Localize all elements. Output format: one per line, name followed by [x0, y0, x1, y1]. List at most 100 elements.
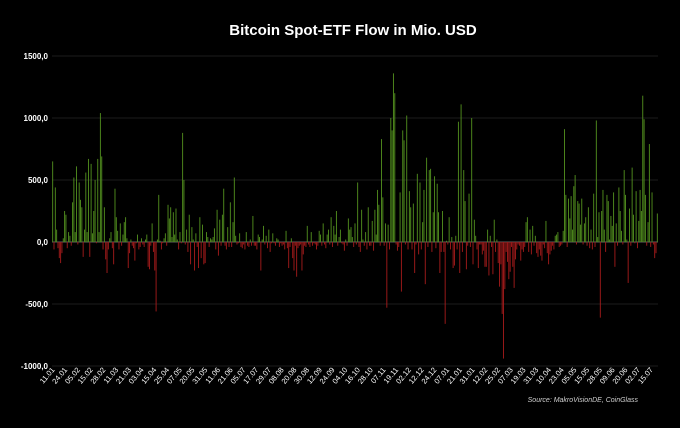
bar: [326, 234, 328, 242]
bar: [541, 242, 543, 261]
bar: [408, 191, 410, 242]
bar: [99, 113, 101, 242]
bar: [62, 238, 64, 242]
bar: [357, 182, 359, 242]
bar: [503, 242, 504, 359]
bar: [188, 214, 190, 242]
bar: [601, 211, 603, 242]
bar: [170, 207, 172, 242]
bar: [211, 239, 213, 242]
bar: [198, 242, 199, 269]
bar: [495, 242, 497, 252]
bar: [219, 219, 221, 242]
bar: [650, 242, 652, 247]
bar: [524, 242, 526, 247]
bar: [514, 242, 516, 260]
bar: [424, 242, 426, 285]
bar: [440, 242, 442, 252]
bar: [150, 242, 152, 246]
bar: [479, 242, 481, 245]
bar: [354, 223, 356, 242]
bar: [298, 242, 300, 246]
bar: [322, 223, 324, 242]
bar: [143, 242, 145, 247]
bar: [590, 229, 592, 242]
bar: [350, 227, 352, 242]
bar: [328, 229, 329, 242]
bar: [273, 242, 275, 244]
bar: [267, 242, 268, 249]
bar: [542, 242, 544, 245]
bar: [61, 242, 63, 254]
bar: [403, 140, 405, 242]
bar: [540, 242, 542, 256]
bar: [203, 242, 205, 265]
bar: [313, 242, 315, 244]
bar: [448, 217, 450, 242]
bar: [564, 129, 565, 242]
bar: [365, 232, 367, 242]
y-tick-label: -500,0: [25, 300, 48, 309]
bar: [93, 211, 95, 242]
bar: [603, 229, 605, 242]
bar: [583, 223, 585, 242]
bar: [392, 73, 394, 242]
bar: [599, 242, 601, 318]
bar: [418, 242, 420, 255]
bar: [247, 242, 249, 246]
bar: [444, 242, 446, 324]
bar: [501, 242, 503, 314]
bar: [395, 242, 397, 245]
bar: [125, 217, 127, 242]
bar: [537, 242, 539, 257]
bar: [609, 239, 611, 242]
bar: [632, 214, 634, 242]
bar: [453, 242, 455, 266]
bar: [133, 242, 135, 249]
bar: [304, 242, 306, 246]
bar: [80, 199, 81, 242]
bar: [182, 132, 184, 242]
bar: [472, 242, 474, 265]
bar: [345, 239, 347, 242]
bar: [423, 189, 425, 242]
bar: [64, 211, 66, 242]
bar: [363, 242, 365, 246]
bar: [497, 242, 499, 264]
bar: [587, 207, 589, 242]
bar: [469, 242, 471, 247]
bar: [450, 242, 451, 250]
bar: [225, 242, 227, 250]
bar: [264, 242, 266, 245]
bar: [244, 242, 246, 250]
bar: [477, 242, 479, 269]
bar: [126, 238, 128, 242]
bar: [180, 242, 182, 244]
bar: [286, 242, 288, 249]
bar: [406, 115, 408, 242]
bar: [534, 235, 536, 242]
bar: [443, 242, 445, 252]
bar: [192, 239, 194, 242]
bar: [310, 232, 312, 242]
bar: [259, 237, 260, 242]
bar: [215, 242, 217, 250]
bar: [252, 215, 254, 242]
bar: [151, 223, 153, 242]
bar: [91, 233, 93, 242]
bar: [285, 230, 287, 242]
bar: [581, 198, 583, 242]
bar: [347, 218, 349, 242]
bar: [220, 242, 222, 246]
bar: [379, 242, 381, 246]
bar: [312, 242, 314, 246]
bar: [493, 219, 495, 242]
bar: [351, 237, 353, 242]
bar: [591, 242, 593, 250]
bar: [73, 177, 75, 242]
bar: [655, 242, 657, 254]
y-tick-label: 1500,0: [24, 52, 49, 61]
bar: [305, 242, 307, 247]
bar: [208, 242, 210, 247]
bar: [109, 238, 111, 242]
